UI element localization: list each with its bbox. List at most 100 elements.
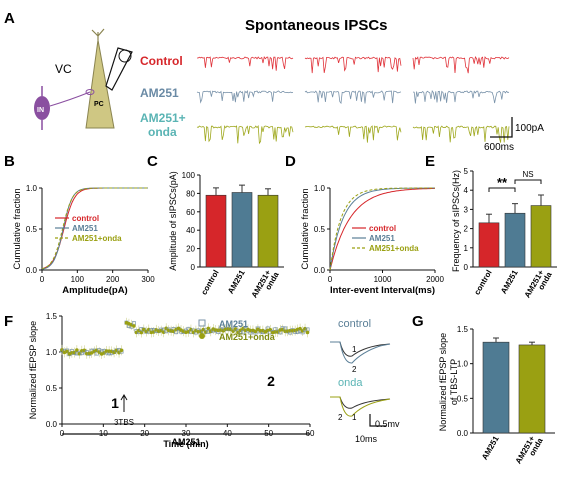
b-xtick-label: 0 [40, 275, 45, 284]
d-xlabel: Inter-event Interval(ms) [330, 285, 435, 296]
b-curve-2 [41, 187, 148, 270]
b-xtick-label: 100 [71, 275, 85, 284]
e-ytick-label: 0 [464, 263, 469, 272]
panel-f-letter: F [4, 313, 13, 330]
e-sig-label: ** [497, 175, 508, 190]
f-scale-bar [369, 414, 386, 427]
f-ylabel: Normalized fEPSP slope [28, 321, 38, 419]
scale-x-a: 600ms [484, 142, 514, 153]
panel-c-letter: C [147, 153, 158, 170]
f-mark-1: 1 [111, 395, 119, 411]
d-xtick-label: 2000 [426, 275, 444, 284]
e-ytick-label: 5 [464, 167, 469, 176]
d-ytick-label: 0.5 [314, 225, 326, 234]
c-bar-1 [231, 192, 253, 268]
f-scale-x: 10ms [355, 434, 378, 444]
d-legend-text-2: AM251+onda [369, 244, 419, 253]
pc-dendrite [91, 28, 105, 40]
cell-diagram: IN PC [34, 28, 133, 130]
f-legend-text-1: AM251+onda [219, 332, 276, 342]
f-point-onda [75, 348, 79, 352]
f-trace-onda-label: onda [338, 377, 363, 389]
b-ytick-label: 0.5 [26, 225, 38, 234]
ipsc-trace-r2-s2 [412, 125, 510, 143]
e-ns-label: NS [522, 170, 533, 179]
b-ytick-label: 1.0 [26, 184, 38, 193]
g-ylabel2: of TBS-LTP [449, 359, 459, 405]
c-ytick-label: 80 [186, 189, 195, 198]
ipsc-trace-r1-s1 [304, 90, 402, 105]
f-point-onda [303, 326, 307, 331]
c-ytick-label: 0 [191, 263, 196, 272]
b-xtick-label: 200 [106, 275, 120, 284]
b-xlabel: Amplitude(pA) [62, 285, 127, 296]
c-ytick-label: 100 [182, 171, 196, 180]
g-ylabel: Normalized fEPSP slope [438, 333, 448, 431]
d-legend-text-0: control [369, 224, 396, 233]
g-ytick-label: 0.0 [457, 429, 469, 438]
e-sig-bracket [488, 187, 516, 192]
b-legend-text-1: AM251 [72, 224, 98, 233]
f-stim-arrow [120, 394, 128, 412]
f-trace-control-label: control [338, 318, 371, 330]
d-ytick-label: 0.0 [314, 266, 326, 275]
e-ytick-label: 2 [464, 225, 469, 234]
pc-label: PC [94, 101, 104, 108]
b-legend-text-2: AM251+onda [72, 234, 122, 243]
pc-cell-shape [85, 39, 115, 129]
in-axon [49, 91, 91, 107]
f-point-onda [132, 324, 136, 328]
in-label: IN [37, 107, 44, 114]
b-ytick-label: 0.0 [26, 266, 38, 275]
d-xtick-label: 1000 [374, 275, 392, 284]
f-legend-marker-1 [199, 333, 205, 339]
b-ylabel: Cumulative fraction [12, 188, 23, 269]
f-trace-control-2 [330, 341, 391, 364]
ipsc-trace-r0-s0 [197, 56, 294, 71]
g-bar-1 [518, 344, 546, 434]
f-xlabel: Time (min) [163, 439, 208, 449]
synapse [85, 89, 95, 95]
row-label-onda: AM251+ [140, 111, 186, 125]
d-xtick-label: 0 [328, 275, 333, 284]
pipette-icon [105, 47, 133, 91]
e-bar-1 [504, 212, 526, 268]
in-cell-shape [34, 96, 50, 120]
electrode-ring [118, 49, 132, 63]
ipsc-trace-r2-s1 [304, 125, 402, 143]
panel-b-letter: B [4, 153, 15, 170]
panel-f-plot: 0.00.51.01.50102030405060Time (min)Norma… [28, 312, 400, 449]
c-ytick-label: 40 [186, 226, 195, 235]
f-point-onda [161, 330, 166, 335]
f-point-onda [253, 329, 258, 334]
f-stim-label: 3TBS [114, 418, 134, 427]
g-ytick-label: 1.0 [457, 360, 469, 369]
f-legend-text-0: AM251 [219, 319, 248, 329]
f-point-onda [305, 330, 310, 335]
panel-e-letter: E [425, 153, 435, 170]
e-ytick-label: 1 [464, 244, 469, 253]
e-bar-0 [478, 222, 500, 268]
f-point-onda [201, 327, 206, 332]
f-ytick-label: 1.5 [46, 312, 58, 321]
e-bar-2 [530, 205, 552, 268]
f-ytick-label: 0.5 [46, 384, 58, 393]
f-trace-control-1 [330, 341, 391, 357]
ipsc-trace-r1-s0 [196, 90, 294, 104]
scale-y-a: 100pA [515, 123, 544, 134]
f-legend-marker-0 [198, 319, 206, 327]
f-trace-onda-1 [330, 396, 391, 409]
f-point-onda [189, 327, 193, 332]
panel-a-letter: A [4, 10, 15, 27]
ipsc-trace-r2-s0 [196, 125, 294, 145]
c-ylabel: Amplitude of sIPSCs(pA) [168, 171, 178, 271]
g-bar-0 [482, 341, 510, 434]
ipsc-trace-r0-s1 [304, 56, 402, 74]
g-ytick-label: 1.5 [457, 325, 469, 334]
c-ytick-label: 20 [186, 245, 195, 254]
